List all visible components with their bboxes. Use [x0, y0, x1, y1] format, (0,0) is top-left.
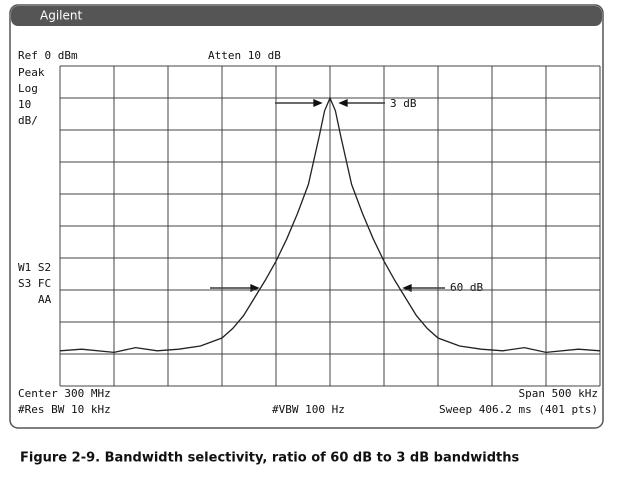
caption: Figure 2-9. Bandwidth selectivity, ratio… [20, 451, 520, 466]
annotation: 3 dB [390, 97, 417, 110]
mode: dB/ [18, 114, 38, 127]
panel [9, 4, 604, 429]
mode: Log [18, 82, 38, 95]
rbw: #Res BW 10 kHz [18, 403, 111, 416]
trace [59, 96, 601, 354]
title-bar [11, 6, 602, 26]
sweep: Sweep 406.2 ms (401 pts) [439, 403, 598, 416]
mode: Peak [18, 66, 45, 79]
atten: Atten 10 dB [208, 49, 281, 62]
span: Span 500 kHz [519, 387, 598, 400]
vbw: #VBW 100 Hz [272, 403, 345, 416]
ref-level: Ref 0 dBm [18, 49, 78, 62]
annotation: 60 dB [450, 281, 483, 294]
flag: W1 S2 [18, 261, 51, 274]
brand: Agilent [40, 9, 82, 23]
flag: S3 FC [18, 277, 51, 290]
center: Center 300 MHz [18, 387, 111, 400]
flag: AA [38, 293, 52, 306]
mode: 10 [18, 98, 31, 111]
arrows [210, 99, 445, 292]
